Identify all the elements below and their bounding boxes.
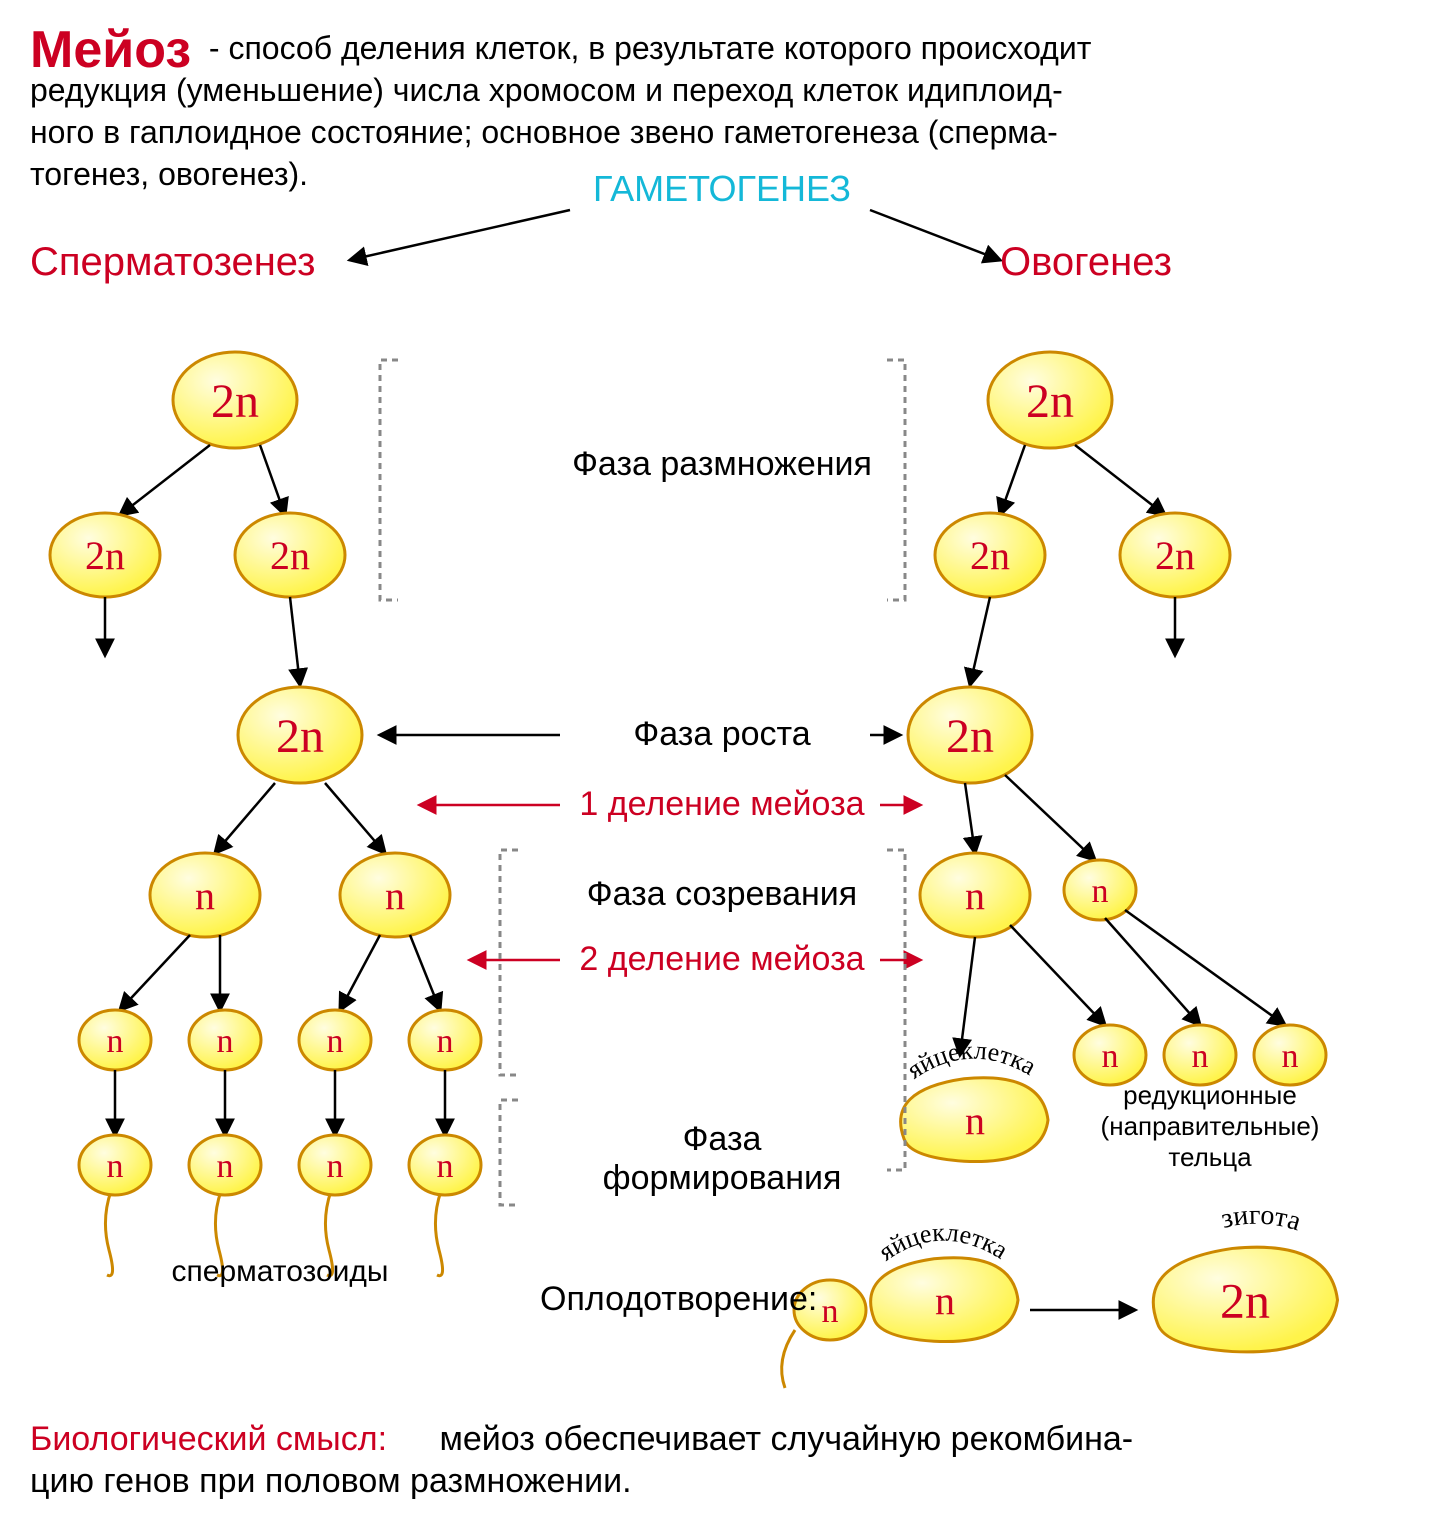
arrow [350,210,570,260]
cell-label: n [327,1023,344,1060]
definition: ного в гаплоидное состояние; основное зв… [30,114,1058,151]
arrow [325,783,385,853]
cell-label: 2n [211,375,259,428]
sperm-tail [105,1191,112,1276]
bracket [500,850,518,1075]
cell-label: n [437,1148,454,1185]
cell-label: 2n [946,710,994,763]
phase-mult-label: Фаза размножения [572,445,872,484]
cell-label: n [195,873,215,918]
arrow [1075,445,1165,515]
cell-label: n [1192,1038,1209,1075]
gametogenesis-label: ГАМЕТОГЕНЕЗ [593,168,851,210]
fert-sperm-tail [782,1330,795,1388]
division1-label: 1 деление мейоза [579,785,864,824]
arrow [340,935,380,1010]
cell-label: n [385,873,405,918]
arrow [965,783,975,853]
bio-line2: цию генов при половом размножении. [30,1462,632,1501]
cell-label: 2n [270,533,310,578]
egg-label: n [935,1278,955,1323]
definition: редукция (уменьшение) числа хромосом и п… [30,72,1063,109]
cell-label: n [327,1148,344,1185]
arrow [1010,925,1105,1025]
cell-label: n [1092,873,1109,910]
arrow [290,597,300,685]
bio-line1: мейоз обеспечивает случайную рекомбина- [430,1420,1133,1459]
bracket [380,360,398,600]
division2-label: 2 деление мейоза [579,940,864,979]
phase-mat-label: Фаза созревания [587,875,857,914]
definition: - способ деления клеток, в результате ко… [200,30,1091,67]
cell-label: n [107,1023,124,1060]
definition: тогенез, овогенез). [30,156,308,193]
arrow [1005,775,1095,860]
sperms-label: сперматозоиды [172,1255,389,1289]
bio-title: Биологический смысл: [30,1420,387,1459]
arrow [120,935,190,1010]
cell-label: n [217,1023,234,1060]
bracket [887,360,905,600]
ovogenesis-title: Овогенез [1000,240,1172,285]
cell-label: n [107,1148,124,1185]
zygote-arc: зигота [1218,1200,1305,1238]
arrow [1000,445,1025,515]
polar-bodies-label: редукционные (направительные) тельца [1101,1080,1320,1173]
egg-label: n [965,1098,985,1143]
cell-label: n [822,1293,839,1330]
cell-label: 2n [85,533,125,578]
cell-label: 2n [970,533,1010,578]
cell-label: n [1102,1038,1119,1075]
cell-label: n [437,1023,454,1060]
title: Мейоз [30,20,191,80]
arrow [260,445,285,515]
egg-label: 2n [1220,1273,1270,1329]
arrow [120,445,210,515]
cell-label: n [965,873,985,918]
cell-label: 2n [1026,375,1074,428]
phase-form-label: Фаза формирования [603,1120,842,1198]
cell-label: 2n [1155,533,1195,578]
arrow [970,597,990,685]
arrow [870,210,1000,260]
arrow [1105,918,1200,1025]
cell-label: n [1282,1038,1299,1075]
fertilization-label: Оплодотворение: [540,1280,817,1319]
cell-label: 2n [276,710,324,763]
cell-label: n [217,1148,234,1185]
spermatogenesis-title: Сперматозенез [30,240,316,285]
phase-growth-label: Фаза роста [633,715,810,754]
arrow [410,935,440,1010]
arrow [215,783,275,853]
bracket [500,1100,518,1205]
sperm-tail [435,1191,442,1276]
